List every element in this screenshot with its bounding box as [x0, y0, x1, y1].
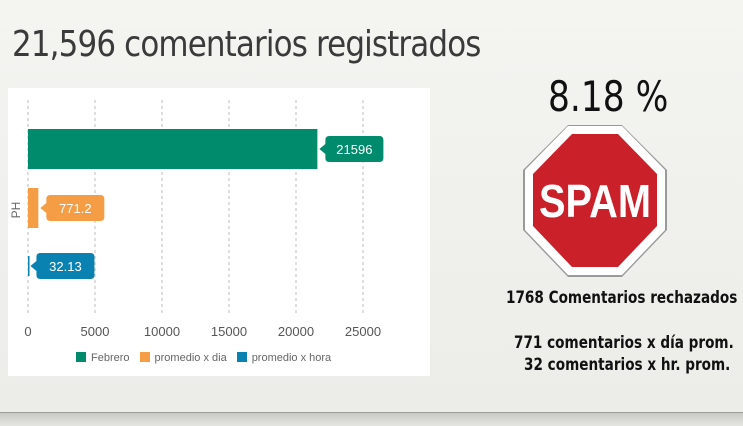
spam-sign-text: SPAM — [539, 175, 651, 227]
page-title: 21,596 comentarios registrados — [12, 24, 481, 65]
spam-percentage: 8.18 % — [548, 72, 669, 121]
bar-chart: 0 5000 10000 15000 20000 25000 PH 21596 771.2 32.… — [8, 88, 430, 376]
data-label-callout — [40, 195, 105, 221]
chart-legend: Febrero promedio x dia promedio x hora — [76, 352, 341, 364]
x-tick-label: 0 — [24, 324, 31, 339]
x-tick-label: 15000 — [211, 324, 247, 339]
legend-item: Febrero — [76, 352, 130, 364]
data-label: 21596 — [336, 142, 372, 157]
x-tick-label: 10000 — [144, 324, 180, 339]
data-label-callout — [319, 136, 384, 162]
data-label: 32.13 — [49, 259, 82, 274]
legend-item: promedio x hora — [236, 352, 332, 364]
slide-bottom-bar — [0, 412, 743, 426]
stop-sign-icon: SPAM — [523, 125, 667, 277]
legend-swatch — [139, 352, 150, 362]
rejected-comments: 1768 Comentarios rechazados — [506, 288, 738, 308]
y-category-label: PH — [9, 202, 23, 219]
comments-per-day: 771 comentarios x día prom. — [514, 333, 734, 353]
legend-swatch — [76, 352, 86, 362]
x-tick-label: 20000 — [278, 324, 314, 339]
legend-item: promedio x dia — [139, 352, 227, 364]
bar-1 — [28, 188, 39, 228]
comments-per-hour: 32 comentarios x hr. prom. — [524, 355, 731, 375]
data-label: 771.2 — [59, 201, 92, 216]
legend-label: promedio x dia — [154, 352, 227, 364]
legend-label: Febrero — [91, 352, 130, 364]
x-tick-label: 5000 — [81, 324, 110, 339]
legend-label: promedio x hora — [251, 352, 332, 364]
chart-svg: 0 5000 10000 15000 20000 25000 PH 21596 771.2 32.… — [9, 100, 384, 339]
bar-0 — [28, 129, 318, 169]
legend-swatch — [236, 352, 247, 362]
x-tick-label: 25000 — [345, 324, 381, 339]
data-label-callout — [30, 253, 95, 279]
bar-2 — [28, 256, 30, 276]
